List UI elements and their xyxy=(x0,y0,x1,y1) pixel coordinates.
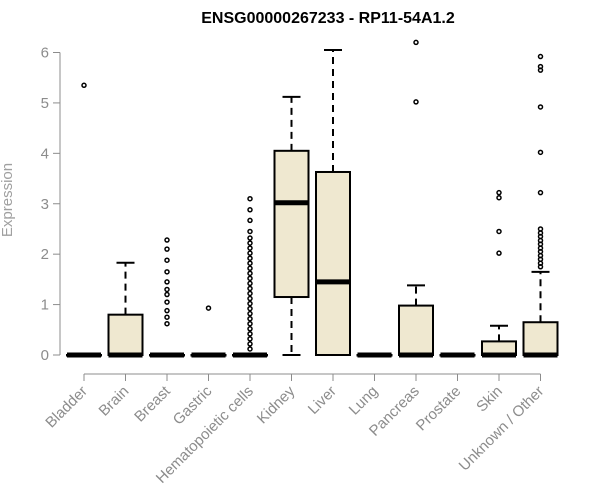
outlier-point xyxy=(247,310,253,317)
box-lung xyxy=(356,352,393,358)
outlier-point xyxy=(164,314,170,320)
outlier-point xyxy=(164,291,170,298)
chart-title: ENSG00000267233 - RP11-54A1.2 xyxy=(201,10,455,27)
box-hematopoietic-cells xyxy=(232,195,268,358)
outlier-point xyxy=(164,246,170,252)
outlier-point xyxy=(164,279,170,285)
outlier-point xyxy=(247,280,253,287)
box-skin xyxy=(481,189,517,358)
outlier-point xyxy=(247,300,253,307)
outlier-point xyxy=(247,195,253,202)
outlier-point xyxy=(247,207,253,213)
x-tick-label: Breast xyxy=(131,382,174,425)
outlier-point xyxy=(247,265,253,272)
outlier-point xyxy=(247,290,253,297)
box-body xyxy=(107,313,144,356)
outlier-point xyxy=(81,82,87,89)
outlier-point xyxy=(247,305,253,312)
outlier-point xyxy=(247,217,253,224)
outlier-point xyxy=(496,194,502,201)
box-body xyxy=(522,321,559,356)
outlier-point xyxy=(247,285,253,292)
y-tick-label: 2 xyxy=(41,246,49,263)
y-tick-label: 4 xyxy=(41,145,49,162)
outlier-point xyxy=(164,257,170,263)
outlier-point xyxy=(247,336,253,342)
outlier-point xyxy=(537,104,544,110)
outlier-point xyxy=(247,255,253,261)
outlier-point xyxy=(537,226,544,232)
outlier-point xyxy=(164,237,170,243)
box-brain xyxy=(107,261,144,358)
plot-area xyxy=(66,39,559,358)
box-gastric xyxy=(190,305,227,358)
outlier-point xyxy=(413,99,419,105)
outlier-point xyxy=(496,189,502,196)
outlier-point xyxy=(205,305,212,311)
y-tick-label: 6 xyxy=(41,45,49,62)
y-axis: 0 1 2 3 4 5 6 xyxy=(41,45,61,364)
outlier-point xyxy=(164,269,170,275)
outlier-point xyxy=(537,63,544,70)
x-tick-label: Skin xyxy=(473,383,506,416)
outlier-point xyxy=(164,299,170,305)
outlier-point xyxy=(247,331,253,337)
outlier-point xyxy=(247,250,253,256)
y-axis-label: Expression xyxy=(0,163,16,237)
outlier-point xyxy=(247,260,253,266)
box-breast xyxy=(149,237,185,358)
x-tick-label: Brain xyxy=(96,383,133,420)
y-tick-label: 5 xyxy=(41,95,49,112)
outlier-point xyxy=(537,53,544,60)
outlier-point xyxy=(496,250,502,256)
box-unknown-other xyxy=(522,53,559,358)
outlier-point xyxy=(247,295,253,302)
outlier-point xyxy=(413,39,419,46)
outlier-point xyxy=(247,228,253,235)
outlier-point xyxy=(247,320,253,327)
y-tick-label: 1 xyxy=(41,297,49,314)
box-body xyxy=(315,170,351,356)
box-bladder xyxy=(66,82,102,358)
outlier-point xyxy=(247,341,253,347)
x-tick-label: Lung xyxy=(346,383,382,419)
outlier-point xyxy=(537,149,544,156)
box-prostate xyxy=(439,352,476,358)
outlier-point xyxy=(247,245,253,251)
outlier-point xyxy=(164,320,170,327)
box-liver xyxy=(315,48,351,356)
x-tick-label: Liver xyxy=(305,383,340,418)
outlier-point xyxy=(247,270,253,277)
outlier-point xyxy=(537,189,544,196)
y-tick-label: 3 xyxy=(41,196,49,213)
outlier-point xyxy=(247,235,253,241)
outlier-point xyxy=(496,228,502,235)
outlier-point xyxy=(164,286,170,293)
box-body xyxy=(398,304,434,357)
outlier-point xyxy=(247,315,253,322)
outlier-point xyxy=(164,307,170,314)
box-kidney xyxy=(273,95,310,356)
outlier-point xyxy=(247,346,253,352)
outlier-point xyxy=(247,275,253,282)
box-pancreas xyxy=(398,39,434,358)
x-tick-label: Kidney xyxy=(254,382,299,427)
x-tick-label: Bladder xyxy=(42,383,91,432)
box-body xyxy=(273,149,310,299)
y-tick-label: 0 xyxy=(41,347,49,364)
outlier-point xyxy=(247,326,253,332)
x-tick-label: Prostate xyxy=(413,383,465,435)
outlier-point xyxy=(247,240,253,246)
